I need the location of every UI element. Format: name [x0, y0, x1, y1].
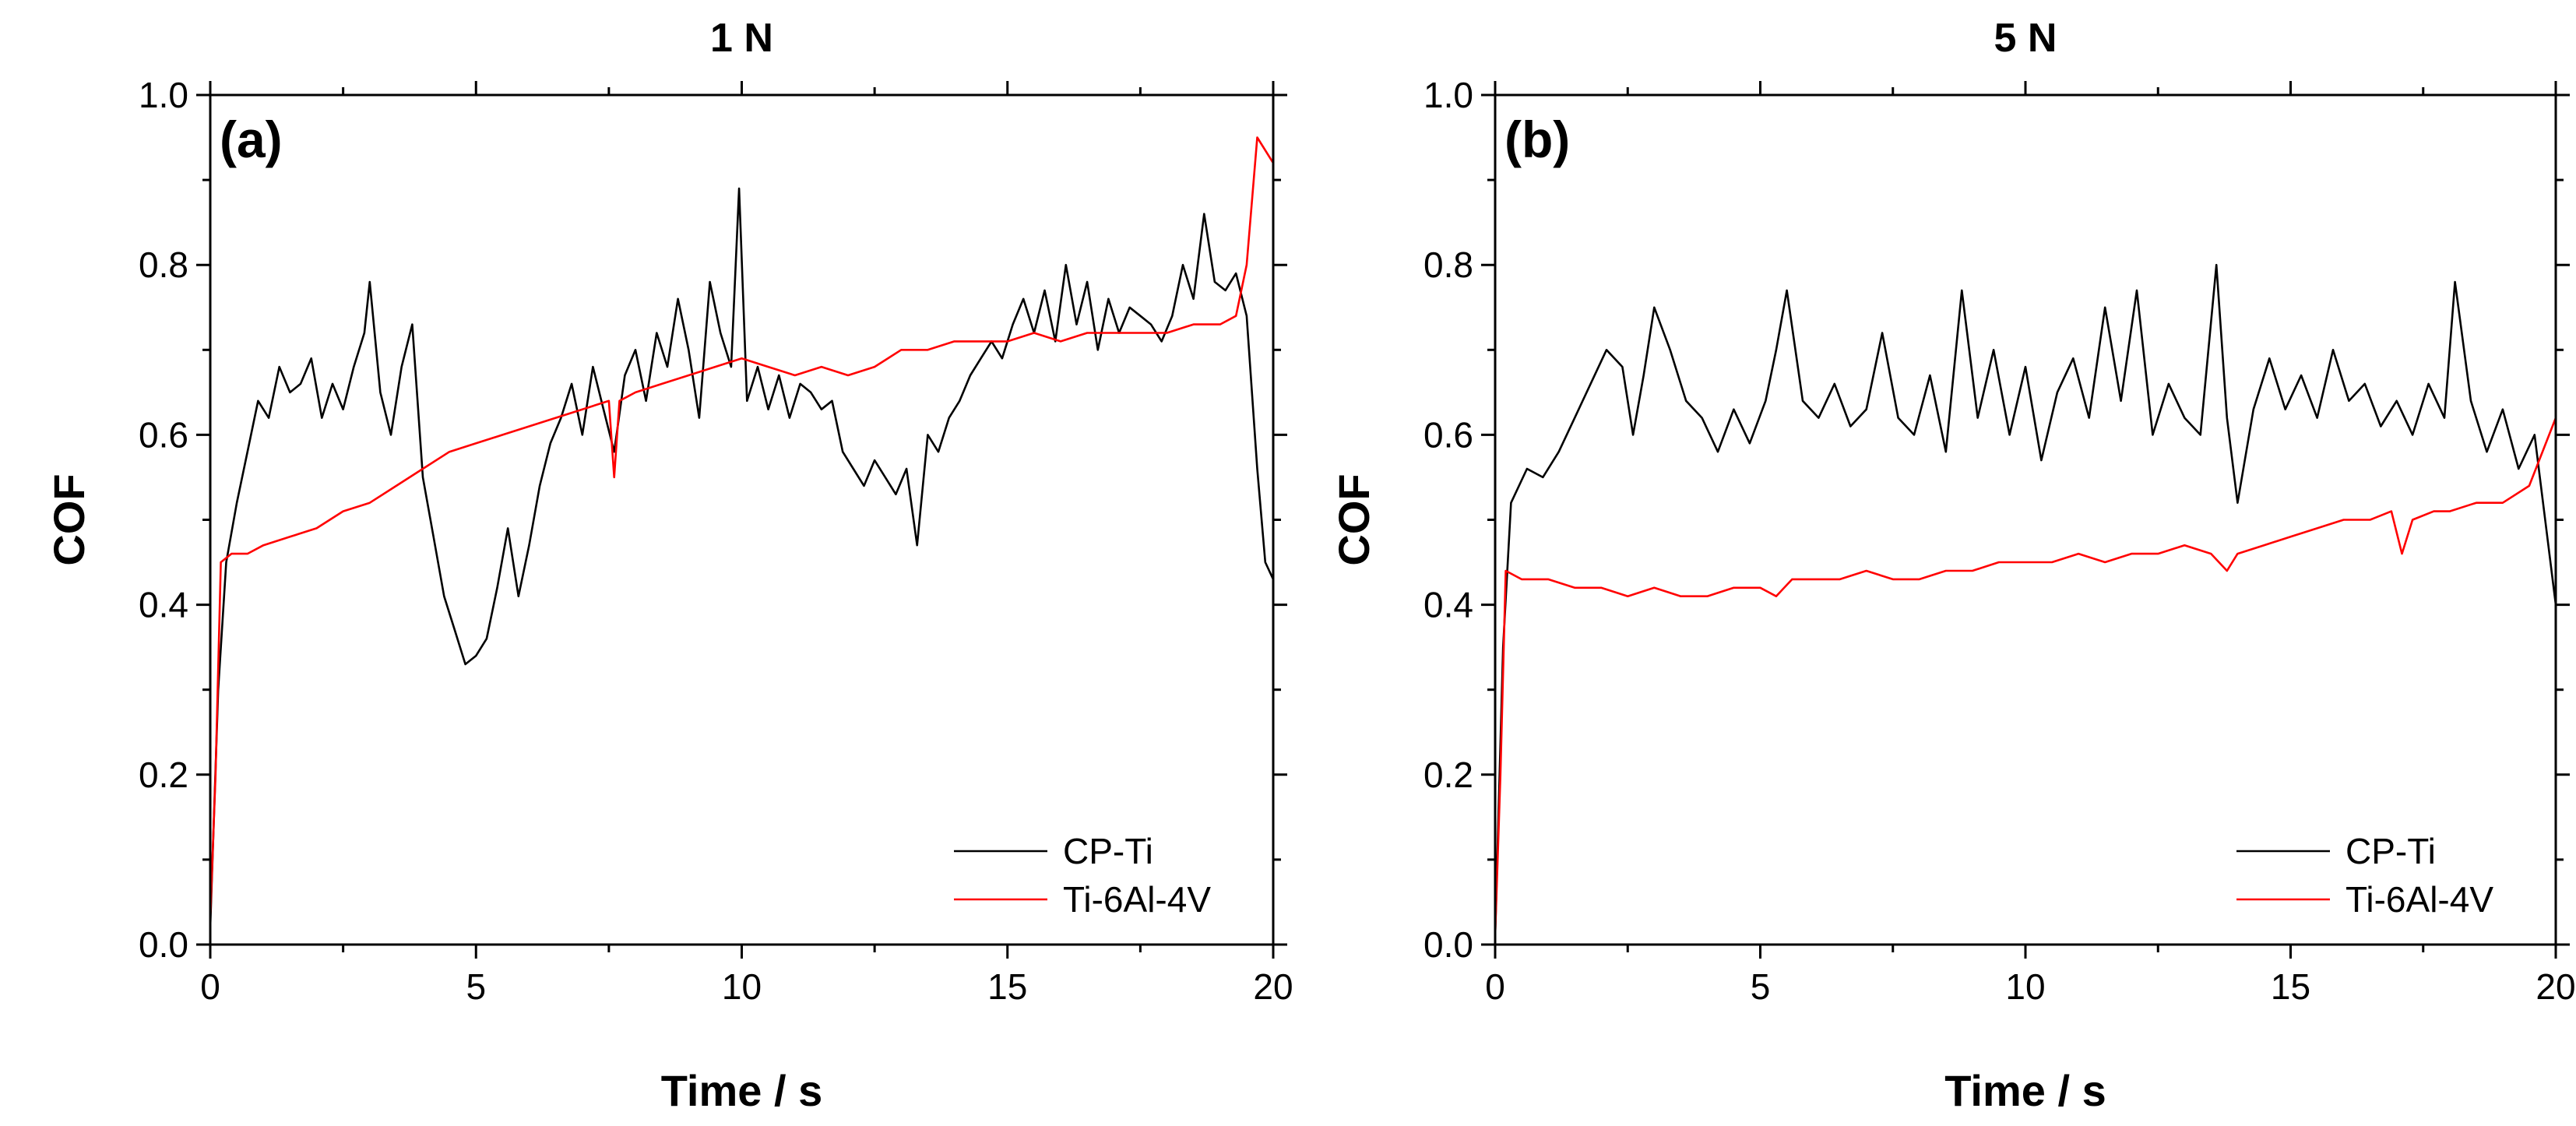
chart-title: 1 N	[710, 16, 773, 61]
series-line-ti-6al-4v	[1494, 417, 2557, 937]
x-axis-label: Time / s	[1944, 1066, 2106, 1115]
plot-frame	[1494, 93, 2557, 946]
y-tick-label: 0.6	[1423, 414, 1473, 455]
chart-panel-b: 0 5 10 15 20 0.0 0.2 0.4 0.6 0.8 1.0 5 N (b) Time / s…	[1329, 16, 2576, 1115]
legend-label: CP-Ti	[2345, 831, 2436, 871]
plot-frame	[209, 93, 1275, 946]
y-axis-label: COF	[1329, 473, 1378, 565]
x-tick-label: 15	[2271, 966, 2310, 1007]
panel-label: (b)	[1504, 111, 1570, 168]
chart-title: 5 N	[1994, 16, 2057, 61]
y-tick-label: 0.2	[139, 755, 188, 795]
panel-label: (a)	[220, 111, 283, 168]
x-tick-label: 10	[722, 966, 762, 1007]
y-tick-label: 1.0	[139, 75, 188, 115]
x-tick-label: 5	[466, 966, 486, 1007]
x-axis-label: Time / s	[661, 1066, 823, 1115]
series-line-cp-ti	[209, 187, 1275, 928]
y-tick-label: 0.8	[1423, 245, 1473, 285]
legend-label: CP-Ti	[1063, 831, 1153, 871]
x-tick-label: 0	[200, 966, 220, 1007]
y-tick-label: 0.0	[1423, 924, 1473, 965]
y-tick-label: 1.0	[1423, 75, 1473, 115]
y-tick-label: 0.6	[139, 414, 188, 455]
y-tick-label: 0.8	[139, 245, 188, 285]
legend-label: Ti-6Al-4V	[1063, 879, 1211, 920]
legend-label: Ti-6Al-4V	[2345, 879, 2493, 920]
x-tick-label: 5	[1751, 966, 1771, 1007]
x-tick-label: 15	[987, 966, 1027, 1007]
series-line-ti-6al-4v	[209, 136, 1275, 920]
series-line-cp-ti	[1494, 263, 2557, 937]
x-tick-label: 10	[2005, 966, 2045, 1007]
y-tick-label: 0.4	[1423, 585, 1473, 625]
x-tick-label: 20	[2536, 966, 2575, 1007]
y-tick-label: 0.2	[1423, 755, 1473, 795]
y-tick-label: 0.4	[139, 585, 188, 625]
y-tick-label: 0.0	[139, 924, 188, 965]
chart-panel-a: 0 5 10 15 20 0.0 0.2 0.4 0.6 0.8 1.0 1 N (a) Time / s…	[44, 16, 1293, 1115]
y-axis-label: COF	[44, 473, 93, 565]
x-tick-label: 20	[1253, 966, 1293, 1007]
x-tick-label: 0	[1485, 966, 1505, 1007]
